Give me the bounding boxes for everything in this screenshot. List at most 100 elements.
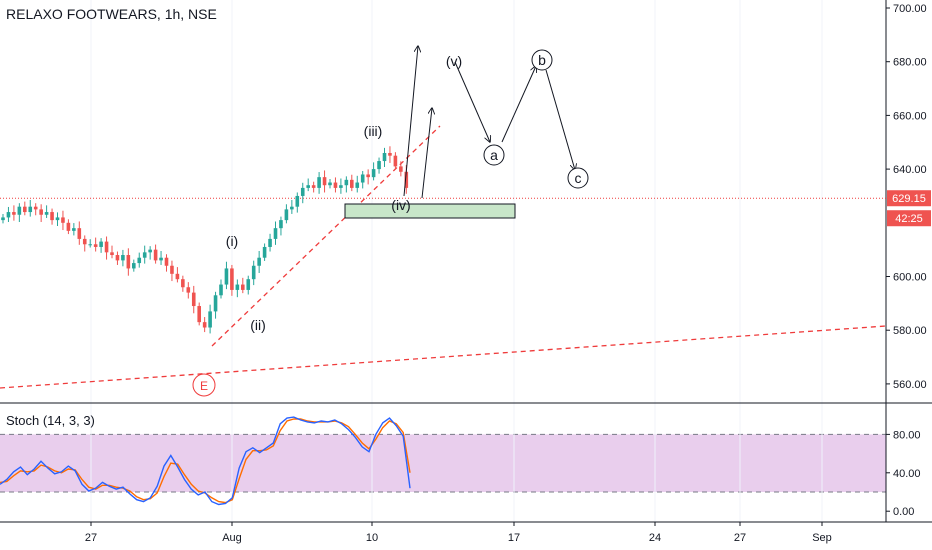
candle-body	[377, 161, 381, 170]
wave-circle-a	[483, 144, 505, 166]
candle-body	[126, 255, 131, 269]
price-tick-label: 640.00	[893, 164, 927, 176]
wave-label-iv: (iv)	[391, 197, 410, 213]
wave-label-a: a	[490, 147, 498, 163]
candle-body	[328, 182, 332, 186]
candle-body	[50, 212, 54, 221]
candle-body	[44, 212, 49, 215]
wave-circle-c	[567, 167, 589, 189]
candle-body	[284, 209, 289, 221]
candle-body	[311, 185, 316, 188]
countdown-badge	[887, 210, 931, 227]
candle-body	[39, 209, 43, 215]
candle-body	[393, 155, 398, 167]
candle-body	[213, 295, 218, 312]
candle-body	[88, 244, 92, 246]
candle-body	[137, 257, 142, 264]
candle-body	[306, 185, 310, 188]
candle-body	[12, 212, 16, 215]
candle-body	[246, 279, 251, 290]
candle-body	[290, 206, 294, 210]
candle-body	[230, 268, 234, 290]
time-tick-label: 27	[85, 532, 97, 544]
stoch-tick-label: 80.00	[893, 429, 921, 441]
candle-body	[388, 152, 392, 156]
candle-body	[382, 152, 387, 162]
candle-body	[279, 220, 283, 229]
candle-body	[197, 306, 201, 323]
time-tick-label: Aug	[222, 532, 242, 544]
stoch-band	[0, 434, 886, 492]
candle-body	[170, 265, 174, 274]
candle-body	[17, 206, 22, 215]
candle-body	[191, 292, 196, 307]
candle-body	[121, 255, 125, 261]
candle-body	[55, 217, 60, 221]
candle-body	[208, 311, 212, 328]
candle-body	[186, 287, 191, 293]
wave-label-i: (i)	[226, 233, 238, 249]
candle-body	[115, 255, 120, 261]
candle-body	[344, 179, 349, 186]
price-tick-label: 660.00	[893, 110, 927, 122]
candle-body	[360, 174, 365, 183]
stoch-tick-label: 40.00	[893, 468, 921, 480]
candle-body	[399, 166, 403, 172]
candle-body	[148, 249, 152, 253]
candle-body	[371, 169, 376, 178]
countdown-value: 42:25	[895, 213, 923, 225]
candle-body	[257, 257, 261, 266]
candle-body	[23, 206, 27, 213]
candle-body	[295, 195, 300, 207]
candle-body	[251, 265, 256, 280]
wave-circle-b	[531, 49, 553, 71]
candle-body	[99, 241, 103, 247]
wave-label-ii: (ii)	[250, 317, 266, 333]
time-tick-label: 24	[649, 532, 661, 544]
projection-arrow	[501, 66, 536, 143]
current-price-badge	[887, 190, 931, 207]
candle-body	[175, 273, 180, 280]
candle-body	[339, 185, 343, 188]
candle-body	[268, 238, 272, 247]
candle-body	[235, 284, 240, 290]
time-tick-label: 10	[366, 532, 378, 544]
candle-body	[82, 238, 87, 245]
candle-body	[202, 322, 207, 328]
projection-arrow	[454, 61, 490, 142]
price-tick-label: 600.00	[893, 272, 927, 284]
candle-body	[300, 187, 305, 196]
candle-body	[273, 228, 278, 239]
time-tick-label: 27	[734, 532, 746, 544]
wave-trendline	[211, 125, 441, 347]
candle-body	[1, 217, 5, 221]
price-tick-label: 560.00	[893, 379, 927, 391]
price-tick-label: 680.00	[893, 57, 927, 69]
wave-label-c: c	[575, 170, 582, 186]
candle-body	[159, 257, 163, 261]
candle-body	[350, 179, 354, 188]
chart-title: RELAXO FOOTWEARS, 1h, NSE	[6, 6, 217, 22]
candle-body	[61, 217, 65, 223]
price-tick-label: 700.00	[893, 3, 927, 15]
candle-body	[6, 212, 11, 218]
candle-body	[153, 249, 158, 261]
candle-body	[66, 222, 71, 231]
candle-body	[224, 268, 229, 285]
current-price-value: 629.15	[892, 193, 926, 205]
stoch-tick-label: 0.00	[893, 506, 914, 518]
candle-body	[366, 174, 370, 178]
lower-trendline	[0, 325, 887, 389]
price-tick-label: 580.00	[893, 325, 927, 337]
candle-body	[33, 206, 38, 210]
wave-label-iii: (iii)	[364, 123, 383, 139]
time-tick-label: 17	[508, 532, 520, 544]
candle-body	[93, 244, 98, 247]
stoch-label: Stoch (14, 3, 3)	[6, 413, 95, 428]
candle-body	[317, 177, 321, 188]
candle-body	[355, 182, 360, 188]
wave-label-e: E	[200, 379, 208, 393]
projection-arrow	[545, 69, 575, 170]
